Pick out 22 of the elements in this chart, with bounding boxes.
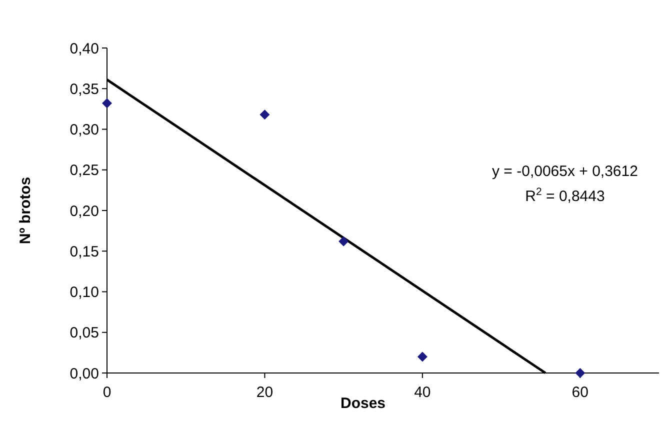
point: [102, 98, 112, 108]
x-axis-title: Doses: [340, 395, 386, 412]
point: [338, 236, 349, 246]
y-tick-label: 0,25: [70, 162, 99, 180]
y-tick-label: 0,30: [70, 122, 99, 138]
y-tick-label: 0,40: [70, 40, 99, 58]
y-tick-label: 0,35: [70, 80, 99, 98]
point: [575, 368, 586, 378]
x-tick-label: 20: [256, 384, 274, 401]
x-tick-label: 40: [414, 384, 431, 401]
y-axis-title: Nº brotos: [17, 176, 34, 244]
y-tick-label: 0,20: [70, 202, 99, 220]
annotation: y = -0,0065x + 0,3612: [492, 163, 638, 180]
annotation: R$^{2}$ = 0,8443: [525, 186, 605, 205]
point: [260, 110, 270, 120]
y-tick-label: 0,15: [70, 243, 99, 260]
x-tick-label: 60: [572, 384, 588, 401]
point: [417, 352, 428, 362]
y-tick-label: 0,10: [70, 284, 99, 301]
y-tick-label: 0,00: [70, 365, 99, 382]
y-tick-label: 0,05: [70, 324, 99, 342]
x-tick-label: 0: [102, 384, 112, 401]
